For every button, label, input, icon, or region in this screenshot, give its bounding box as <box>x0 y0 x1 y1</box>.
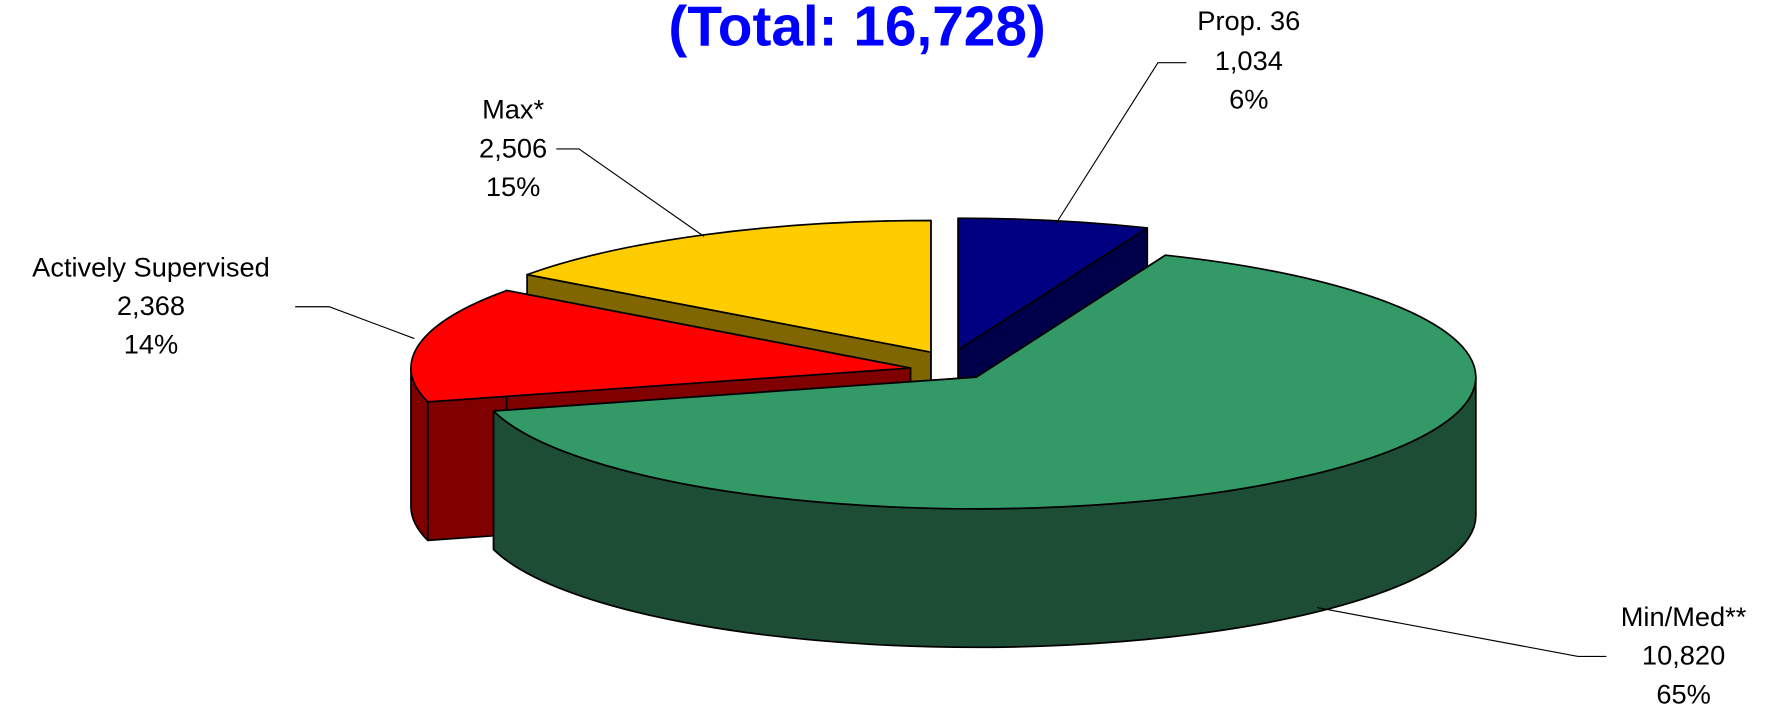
value-label: 2,506 <box>479 132 547 163</box>
value-label: 2,368 <box>117 290 185 321</box>
value-label: 10,820 <box>1642 640 1725 671</box>
leader-line <box>556 148 705 237</box>
slice-label: Max* <box>482 94 544 125</box>
chart-title: (Total: 16,728) <box>668 0 1045 59</box>
slice <box>526 219 932 354</box>
slice <box>492 254 1477 510</box>
percent-label: 14% <box>124 329 179 360</box>
slice <box>957 217 1149 351</box>
leader-line <box>1316 607 1607 657</box>
percent-label: 6% <box>1229 83 1268 114</box>
slice <box>410 289 912 403</box>
percent-label: 15% <box>486 171 541 202</box>
slice-label: Min/Med** <box>1621 601 1747 632</box>
slice-label: Actively Supervised <box>32 251 270 282</box>
leader-line <box>295 306 415 340</box>
value-label: 1,034 <box>1215 45 1283 76</box>
percent-label: 65% <box>1656 678 1711 709</box>
slice-label: Prop. 36 <box>1197 5 1300 36</box>
leader-line <box>1055 62 1187 225</box>
